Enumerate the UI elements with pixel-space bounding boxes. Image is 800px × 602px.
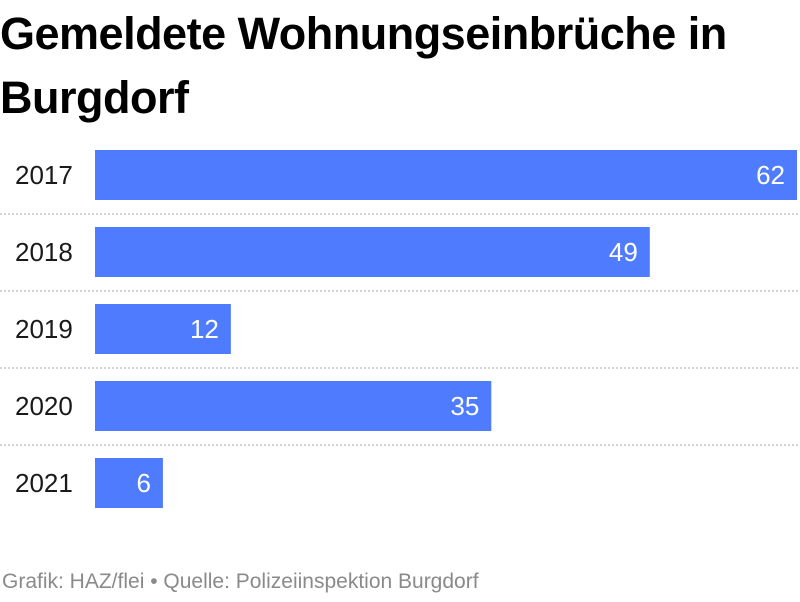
bar-2020: [95, 381, 492, 431]
source-footer: Grafik: HAZ/flei • Quelle: Polizeiinspek…: [2, 570, 479, 593]
bar-2021: [95, 458, 163, 508]
category-label: 2021: [15, 468, 73, 498]
value-label: 12: [190, 314, 219, 344]
bar-2019: [95, 304, 231, 354]
value-label: 35: [450, 391, 479, 421]
bar-chart: 2017 62 2018 49 2019 12 2020 35 2021 6: [0, 150, 800, 508]
category-label: 2018: [15, 237, 73, 267]
bar-2018: [95, 227, 650, 277]
category-label: 2020: [15, 391, 73, 421]
value-label: 62: [756, 160, 785, 190]
value-label: 6: [136, 468, 150, 498]
chart-title: Gemeldete Wohnungseinbrüche in Burgdorf: [0, 8, 727, 123]
category-label: 2019: [15, 314, 73, 344]
value-label: 49: [609, 237, 638, 267]
bar-2017: [95, 150, 797, 200]
category-label: 2017: [15, 160, 73, 190]
